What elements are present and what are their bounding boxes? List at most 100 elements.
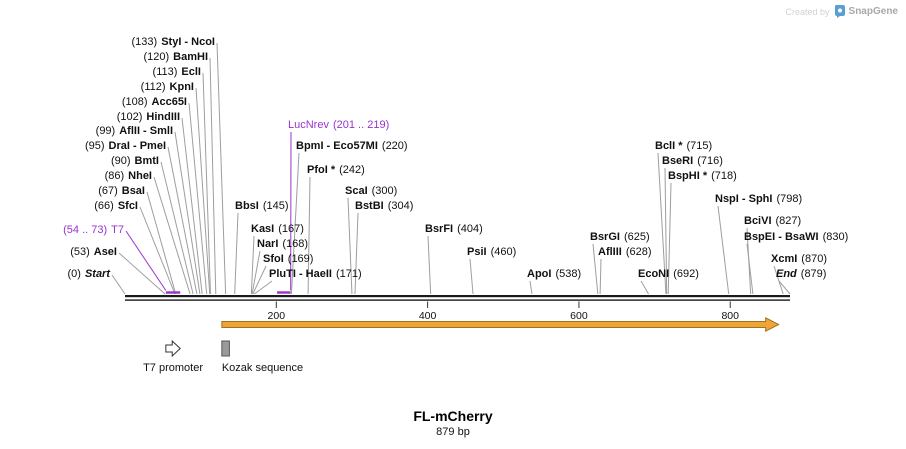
site-position: (167) (278, 223, 304, 235)
site-name: BsrGI (590, 231, 620, 243)
site-name: ApoI (527, 268, 552, 280)
primer-label[interactable]: (54 .. 73) T7 (63, 223, 124, 237)
enzyme-site-label[interactable]: BciVI (827) (744, 214, 801, 228)
enzyme-site-label[interactable]: BsrGI (625) (590, 230, 650, 244)
enzyme-site-label[interactable]: (67) BsaI (98, 184, 145, 198)
site-connector-line (251, 250, 261, 295)
enzyme-site-label[interactable]: ScaI (300) (345, 184, 397, 198)
site-name: DraI - PmeI (108, 140, 166, 152)
site-position: (113) (152, 66, 178, 78)
enzyme-site-label[interactable]: KasI (167) (251, 222, 304, 236)
site-connector-line (427, 235, 432, 295)
snapgene-logo-icon (834, 5, 845, 18)
enzyme-site-label[interactable]: NspI - SphI (798) (715, 192, 802, 206)
watermark: Created by SnapGene (786, 5, 898, 18)
enzyme-site-label[interactable]: (112) KpnI (141, 80, 194, 94)
enzyme-site-label[interactable]: BbsI (145) (235, 199, 289, 213)
enzyme-site-label[interactable]: (102) HindIII (117, 110, 180, 124)
enzyme-site-label[interactable]: BseRI (716) (662, 154, 723, 168)
site-position: (112) (140, 81, 166, 93)
site-position: (460) (490, 246, 517, 258)
site-position: (716) (697, 155, 723, 167)
enzyme-site-label[interactable]: ApoI (538) (527, 267, 581, 281)
enzyme-site-label[interactable]: BstBI (304) (355, 199, 413, 213)
enzyme-site-label[interactable]: NarI (168) (257, 237, 308, 251)
site-name: NspI - SphI (715, 193, 773, 205)
site-connector-line (469, 258, 474, 295)
enzyme-site-label[interactable]: BpmI - Eco57MI (220) (296, 139, 408, 153)
site-position: (53) (70, 246, 90, 258)
site-connector-line (592, 243, 599, 295)
enzyme-site-label[interactable]: BspEI - BsaWI (830) (744, 230, 848, 244)
site-name: LucNrev (288, 119, 329, 131)
enzyme-site-label[interactable]: XcmI (870) (771, 252, 827, 266)
enzyme-site-label[interactable]: PfoI * (242) (307, 163, 365, 177)
site-position: (304) (387, 200, 414, 212)
enzyme-site-label[interactable]: BclI * (715) (655, 139, 712, 153)
site-connector-line (234, 212, 239, 295)
feature-label[interactable]: T7 promoter (143, 362, 203, 374)
site-name: KpnI (169, 81, 194, 93)
terminus-label[interactable]: (0) Start (67, 267, 110, 281)
site-position: (625) (623, 231, 650, 243)
enzyme-site-label[interactable]: (86) NheI (105, 169, 152, 183)
site-name: AflII - SmlI (119, 125, 173, 137)
enzyme-site-label[interactable]: (120) BamHI (143, 50, 208, 64)
site-position: (145) (262, 200, 289, 212)
site-name: BbsI (235, 200, 259, 212)
enzyme-site-label[interactable]: EcoNI (692) (638, 267, 699, 281)
enzyme-site-label[interactable]: PluTI - HaeII (171) (269, 267, 362, 281)
site-name: AseI (93, 246, 117, 258)
enzyme-site-label[interactable]: BsrFI (404) (425, 222, 483, 236)
site-name: BstBI (355, 200, 384, 212)
site-position: (102) (116, 111, 143, 123)
ruler-tick-label: 800 (721, 310, 739, 322)
site-position: (879) (800, 268, 827, 280)
site-connector-line (118, 252, 166, 295)
site-connector-line (250, 235, 255, 295)
site-connector-line (290, 152, 300, 295)
sequence-title: FL-mCherry (413, 408, 493, 424)
enzyme-site-label[interactable]: SfoI (169) (263, 252, 313, 266)
site-position: (120) (143, 51, 170, 63)
enzyme-site-label[interactable]: (113) EclI (153, 65, 201, 79)
enzyme-site-label[interactable]: (66) SfcI (94, 199, 138, 213)
enzyme-site-label[interactable]: (99) AflII - SmlI (96, 124, 173, 138)
site-name: BspHI * (668, 170, 708, 182)
kozak-sequence-glyph[interactable] (221, 340, 230, 357)
enzyme-site-label[interactable]: (53) AseI (70, 245, 117, 259)
site-position: (108) (121, 96, 148, 108)
site-connector-line (153, 176, 191, 295)
site-position: (798) (776, 193, 803, 205)
site-position: (870) (801, 253, 827, 265)
site-name: NarI (257, 238, 279, 250)
site-connector-line (216, 42, 227, 295)
site-name: SfcI (117, 200, 138, 212)
feature-label[interactable]: Kozak sequence (221, 362, 304, 374)
site-connector-line (209, 57, 217, 295)
enzyme-site-label[interactable]: (95) DraI - PmeI (85, 139, 166, 153)
site-name: BseRI (662, 155, 694, 167)
site-connector-line (111, 274, 126, 295)
site-name: HindIII (146, 111, 180, 123)
sequence-length: 879 bp (436, 426, 470, 438)
enzyme-site-label[interactable]: BspHI * (718) (668, 169, 737, 183)
site-connector-line (307, 176, 311, 295)
terminus-label[interactable]: End (879) (776, 267, 826, 281)
enzyme-site-label[interactable]: PsiI (460) (467, 245, 516, 259)
feature-arrow[interactable] (221, 316, 780, 333)
enzyme-site-label[interactable]: (133) StyI - NcoI (132, 35, 215, 49)
enzyme-site-label[interactable]: (90) BmtI (111, 154, 159, 168)
site-position: (171) (335, 268, 362, 280)
t7-promoter-glyph[interactable] (165, 339, 181, 358)
site-name: BamHI (173, 51, 208, 63)
enzyme-site-label[interactable]: AflIII (628) (598, 245, 652, 259)
site-position: (168) (282, 238, 309, 250)
enzyme-site-label[interactable]: (108) Acc65I (122, 95, 187, 109)
site-connector-line (252, 265, 267, 295)
primer-label[interactable]: LucNrev (201 .. 219) (288, 118, 389, 132)
site-position: (300) (371, 185, 398, 197)
